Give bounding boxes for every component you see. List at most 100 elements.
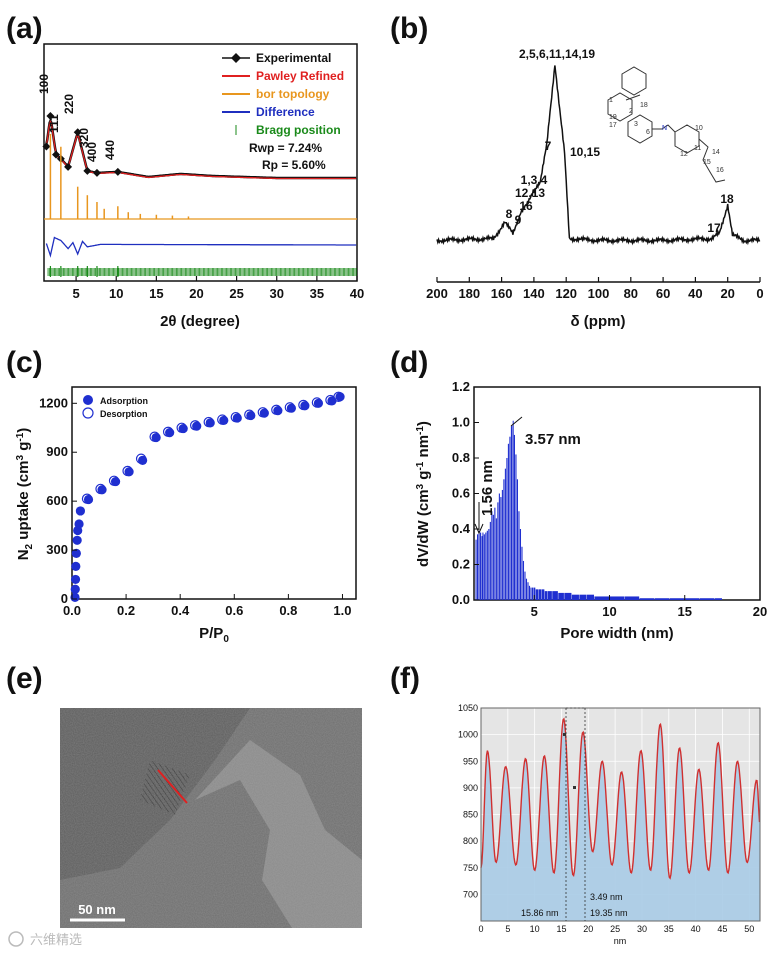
legend-bragg: Bragg position — [256, 123, 341, 137]
histogram-bar — [522, 560, 525, 600]
molecule-atom-label: 2 — [629, 108, 633, 115]
adsorption-point — [151, 432, 161, 443]
y-tick-label: 0.4 — [452, 521, 471, 536]
profile-marker — [563, 733, 566, 736]
adsorption-point — [71, 561, 81, 571]
x-tick-label: 25 — [229, 286, 243, 301]
adsorption-point — [72, 535, 82, 545]
panel-a-legend: Experimental Pawley Refined bor topology… — [222, 51, 344, 172]
legend-marker-desorption — [82, 407, 94, 419]
x-tick-label: 80 — [624, 286, 638, 301]
series-difference — [45, 236, 357, 258]
adsorption-point — [71, 548, 81, 558]
x-tick-label: 0 — [756, 286, 763, 301]
panel-c-frame — [71, 386, 357, 600]
series-nmr-spectrum — [436, 65, 761, 246]
peak-label: 320 — [77, 128, 91, 148]
adsorption-point — [75, 506, 86, 516]
peak-label: 9 — [515, 213, 522, 227]
histogram-bar — [489, 521, 491, 600]
x-tick-label: 20 — [720, 286, 734, 301]
histogram-bar — [579, 594, 587, 600]
panel-c-xlabel: P/P0 — [199, 625, 229, 645]
histogram-bar — [654, 598, 670, 600]
x-tick-label: 40 — [350, 286, 364, 301]
panel-c-ylabel: N2 uptake (cm3 g-1) — [15, 428, 35, 561]
legend-bor: bor topology — [256, 87, 330, 101]
histogram-bar — [504, 468, 506, 600]
legend-difference: Difference — [256, 105, 315, 119]
histogram-bar — [494, 507, 496, 600]
legend-experimental: Experimental — [256, 51, 331, 65]
molecule-structure — [607, 66, 726, 183]
histogram-bar — [669, 598, 685, 600]
peak-label: 12,13 — [515, 186, 545, 200]
x-tick-label: 15 — [556, 924, 566, 934]
x-tick-label: 5 — [531, 604, 538, 619]
profile-marker — [573, 786, 576, 789]
legend-desorption: Desorption — [100, 409, 148, 419]
experimental-point — [52, 150, 61, 159]
molecule-atom-label: 10 — [695, 125, 703, 132]
adsorption-point — [110, 476, 121, 487]
panel-d-ylabel: dV/dW (cm3 g-1 nm-1) — [415, 421, 432, 567]
annotation-1-56: 1.56 nm — [479, 460, 496, 516]
panel-b-xlabel: δ (ppm) — [571, 313, 626, 330]
x-tick-label: 200 — [426, 286, 448, 301]
peak-label: 17 — [707, 221, 721, 235]
profile-line — [480, 717, 761, 880]
histogram-bar — [507, 443, 509, 600]
line-profile-marker — [157, 769, 188, 804]
histogram-bar — [475, 539, 477, 600]
panel-label-d: (d) — [390, 346, 428, 379]
histogram-bar — [515, 454, 517, 600]
x-tick-label: 120 — [555, 286, 577, 301]
experimental-point — [113, 167, 122, 176]
experimental-point — [83, 166, 92, 175]
histogram-bar — [483, 534, 485, 600]
molecule-atom-label: 12 — [680, 151, 688, 158]
x-tick-label: 20 — [583, 924, 593, 934]
molecule-atom-label: 18 — [640, 102, 648, 109]
x-tick-label: 0.6 — [225, 603, 243, 618]
experimental-point — [64, 162, 73, 171]
stat-rwp: Rwp = 7.24% — [249, 141, 322, 155]
histogram-bar — [488, 529, 490, 600]
adsorption-point — [178, 423, 188, 434]
x-tick-label: 140 — [523, 286, 545, 301]
molecule-atom-label: 17 — [609, 122, 617, 129]
molecule-atom-label: 1 — [609, 97, 613, 104]
histogram-bar — [485, 532, 487, 600]
x-tick-label: 40 — [688, 286, 702, 301]
x-tick-label: 60 — [656, 286, 670, 301]
adsorption-point — [70, 574, 81, 585]
histogram-bar — [530, 587, 532, 600]
x-tick-label: 35 — [664, 924, 674, 934]
histogram-bar — [544, 591, 548, 600]
panel-b-chart: 200 180 160 140 120 100 80 60 40 20 0 δ (ppm) 2,5,… — [426, 47, 763, 330]
x-tick-label: 0.4 — [171, 603, 190, 618]
histogram-bar — [533, 587, 536, 600]
arrow-head-icon — [474, 523, 484, 535]
histogram-bar — [506, 458, 508, 600]
panel-c-legend: Adsorption Desorption — [82, 395, 148, 419]
peak-label: 2,5,6,11,14,19 — [519, 47, 595, 61]
x-tick-label: 20 — [753, 604, 767, 619]
y-tick-label: 0.2 — [452, 557, 470, 572]
histogram-bar — [624, 596, 640, 600]
histogram-bar — [594, 596, 610, 600]
histogram-bar — [478, 530, 480, 600]
histogram-bar — [516, 479, 519, 600]
histogram-bar — [564, 592, 572, 600]
histogram-bar — [503, 479, 505, 600]
adsorption-point — [138, 455, 148, 465]
histogram-bar — [527, 582, 529, 600]
x-tick-label: 20 — [189, 286, 203, 301]
scale-bar-label: 50 nm — [78, 902, 116, 917]
molecule-atom-label: 6 — [646, 129, 650, 136]
panel-f-xlabel: nm — [614, 936, 627, 946]
histogram-bar — [714, 598, 722, 600]
x-tick-label: 15 — [678, 604, 692, 619]
histogram-bar — [491, 511, 493, 600]
annotation-15-86: 15.86 nm — [521, 908, 559, 918]
